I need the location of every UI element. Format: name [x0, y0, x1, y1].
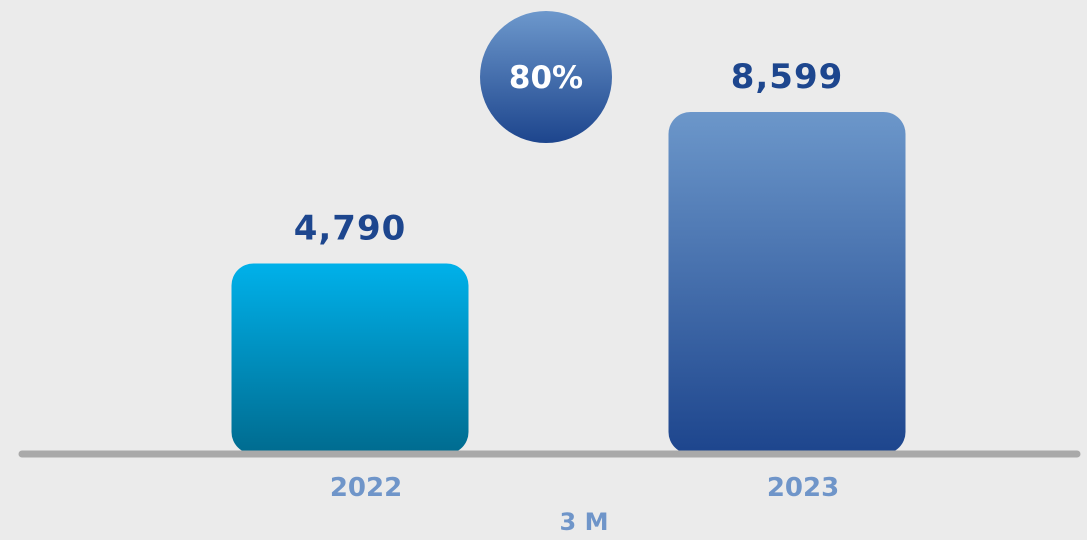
value-label-2022: 4,790 — [294, 208, 407, 248]
bar-2022 — [231, 263, 469, 454]
growth-badge-text: 80% — [509, 60, 583, 96]
category-labels-layer: 2022 2023 — [330, 473, 839, 503]
group-label: 3 M — [560, 508, 609, 536]
value-label-2023: 8,599 — [731, 57, 844, 97]
growth-badge: 80% — [480, 11, 612, 143]
value-labels-layer: 4,790 8,599 — [294, 57, 844, 249]
category-label-2022: 2022 — [330, 473, 402, 503]
bar-2023 — [668, 111, 906, 454]
category-label-2023: 2023 — [767, 473, 839, 503]
growth-badge-circle — [480, 11, 612, 143]
bars-layer — [231, 111, 906, 454]
